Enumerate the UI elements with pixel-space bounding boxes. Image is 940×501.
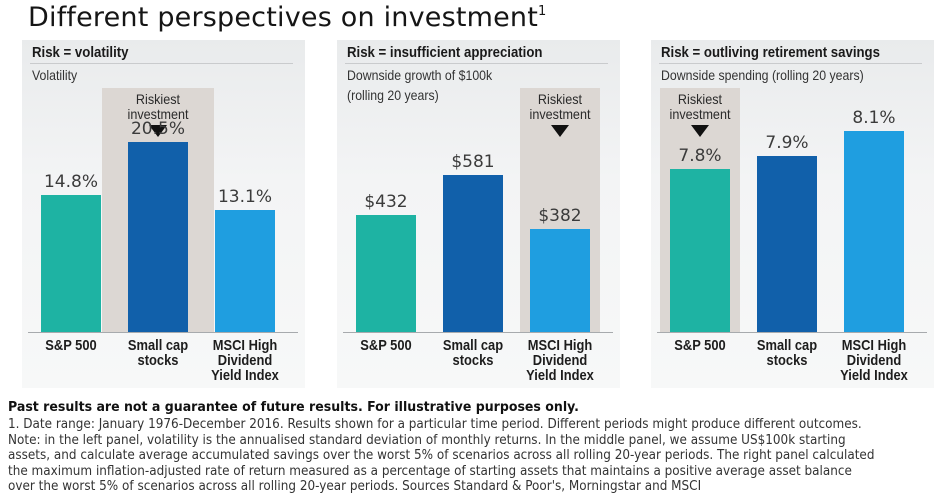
panel-subtitle-line: Downside growth of $100k (347, 67, 493, 83)
value-label-sp500: 14.8% (43, 171, 98, 192)
riskiest-label-line: investment (529, 106, 591, 122)
x-axis-baseline (343, 332, 613, 333)
value-label-sp500: 7.8% (678, 145, 722, 166)
panel-divider (30, 63, 293, 64)
chart-title: Different perspectives on investment1 (28, 2, 547, 33)
disclaimer: Past results are not a guarantee of futu… (8, 399, 579, 415)
value-label-sp500: $432 (364, 192, 408, 213)
category-label-small-cap: Small cap stocks (127, 337, 189, 369)
footnote: 1. Date range: January 1976-December 201… (8, 417, 933, 495)
bar-small-cap (757, 156, 817, 332)
footnote-line: assets, and calculate average accumulate… (8, 448, 875, 464)
panel-subtitle: Downside spending (rolling 20 years) (661, 67, 864, 83)
panel-title: Risk = insufficient appreciation (347, 44, 543, 61)
down-arrow-icon (149, 125, 167, 137)
bar-sp500 (41, 194, 101, 332)
riskiest-label: Riskiest investment (524, 92, 596, 122)
category-label-msci-high-dividend: MSCI High Dividend Yield Index (526, 337, 594, 384)
panel-subtitle-line: (rolling 20 years) (347, 87, 439, 103)
panel-divider (345, 63, 608, 64)
panel-title: Risk = volatility (32, 44, 129, 61)
footnote-line: Note: in the left panel, volatility is t… (8, 432, 846, 448)
bar-small-cap (443, 175, 503, 332)
category-label-sp500: S&P 500 (674, 337, 726, 354)
footnote-line: the maximum inflation-adjusted rate of r… (8, 463, 852, 479)
category-label-sp500: S&P 500 (45, 337, 97, 354)
riskiest-label: Riskiest investment (664, 92, 736, 122)
value-label-msci-high-dividend: 13.1% (217, 187, 272, 208)
panel-subtitle: Downside growth of $100k (rolling 20 yea… (347, 65, 492, 105)
panel-subtitle: Volatility (32, 67, 78, 83)
riskiest-label-line: investment (127, 106, 189, 122)
category-label-small-cap: Small cap stocks (756, 337, 818, 369)
category-label-sp500: S&P 500 (360, 337, 412, 354)
value-label-small-cap: 20.5% (130, 118, 185, 139)
category-label-msci-high-dividend: MSCI High Dividend Yield Index (840, 337, 908, 384)
value-label-msci-high-dividend: 8.1% (852, 108, 896, 129)
panel-title: Risk = outliving retirement savings (661, 44, 880, 61)
value-label-small-cap: 7.9% (765, 133, 809, 154)
category-label-small-cap: Small cap stocks (442, 337, 504, 369)
footnote-line: over the worst 5% of scenarios across al… (8, 479, 702, 495)
panel-volatility: Risk = volatility Volatility Riskiest inv… (22, 40, 305, 388)
value-label-msci-high-dividend: $382 (538, 205, 582, 226)
footnote-marker: 1 (538, 4, 547, 19)
panel-divider (659, 63, 922, 64)
riskiest-label-line: investment (669, 106, 731, 122)
bar-sp500 (670, 168, 730, 332)
value-label-small-cap: $581 (451, 152, 495, 173)
riskiest-label: Riskiest investment (108, 92, 209, 122)
down-arrow-icon (691, 125, 709, 137)
category-label-msci-high-dividend: MSCI High Dividend Yield Index (211, 337, 279, 384)
chart-title-text: Different perspectives on investment (28, 2, 539, 33)
riskiest-label-line: Riskiest (537, 91, 583, 107)
down-arrow-icon (551, 125, 569, 137)
x-axis-baseline (657, 332, 927, 333)
panel-insufficient-appreciation: Risk = insufficient appreciation Downsid… (337, 40, 620, 388)
bar-small-cap (128, 141, 188, 332)
bar-msci-high-dividend (844, 131, 904, 332)
bar-msci-high-dividend (530, 228, 590, 332)
riskiest-label-line: Riskiest (135, 91, 181, 107)
bar-sp500 (356, 215, 416, 332)
riskiest-label-line: Riskiest (677, 91, 723, 107)
panel-outliving-savings: Risk = outliving retirement savings Down… (651, 40, 934, 388)
footnote-line: 1. Date range: January 1976-December 201… (8, 417, 862, 432)
x-axis-baseline (28, 332, 298, 333)
bar-msci-high-dividend (215, 210, 275, 332)
